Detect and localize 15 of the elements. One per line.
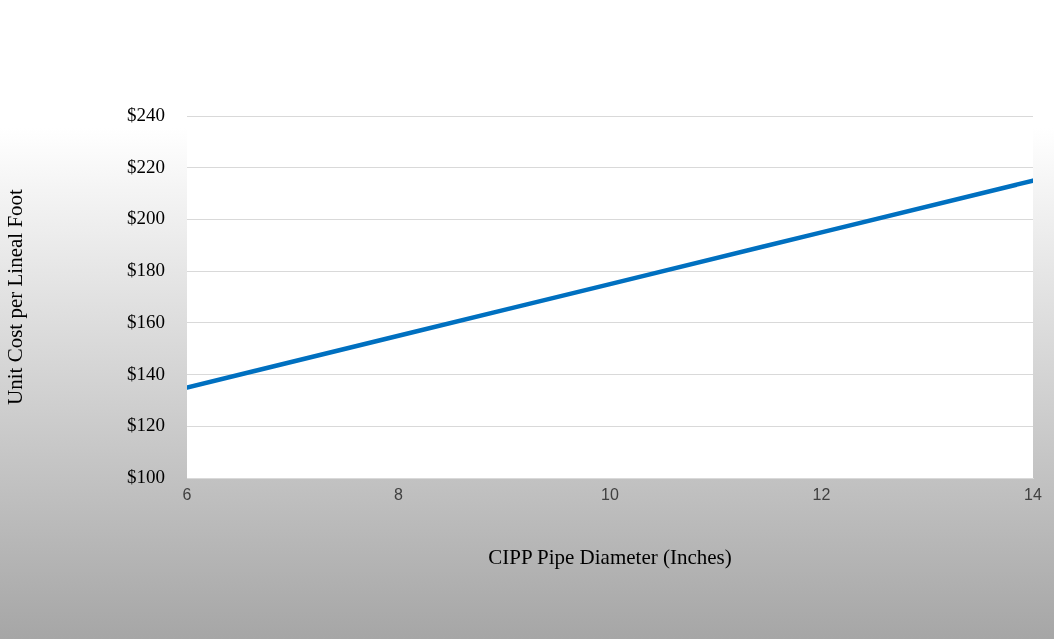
x-tick-label: 14 — [1024, 486, 1042, 504]
y-tick-label: $200 — [127, 207, 165, 229]
x-tick-label: 10 — [601, 486, 619, 504]
y-tick-label: $140 — [127, 362, 165, 384]
x-axis-title: CIPP Pipe Diameter (Inches) — [488, 544, 732, 569]
y-tick-label: $120 — [127, 414, 165, 436]
y-tick-label: $100 — [127, 465, 165, 487]
y-axis-title: Unit Cost per Lineal Foot — [3, 188, 28, 405]
y-tick-label: $160 — [127, 310, 165, 332]
y-tick-label: $240 — [127, 103, 165, 125]
y-tick-label: $180 — [127, 259, 165, 281]
x-tick-label: 6 — [182, 486, 192, 504]
x-tick-label: 12 — [812, 486, 831, 504]
y-tick-label: $220 — [127, 155, 165, 177]
x-tick-label: 8 — [394, 486, 404, 504]
